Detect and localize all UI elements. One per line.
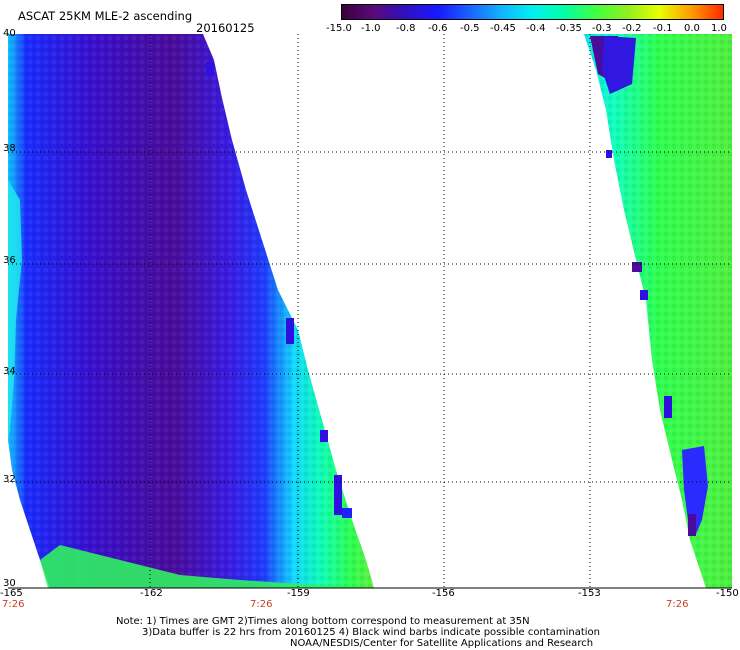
colorbar-label: -0.8 bbox=[396, 23, 416, 34]
lat-tick-label: 30 bbox=[3, 578, 16, 589]
time-label: 7:26 bbox=[666, 599, 689, 610]
colorbar-label: -15.0 bbox=[326, 23, 352, 34]
note-line-3: NOAA/NESDIS/Center for Satellite Applica… bbox=[290, 638, 594, 649]
colorbar-label: -0.4 bbox=[526, 23, 546, 34]
lat-tick-label: 32 bbox=[3, 474, 16, 485]
colorbar-label: -0.1 bbox=[653, 23, 673, 34]
lon-tick-label: -153 bbox=[578, 588, 601, 599]
colorbar-label: -0.35 bbox=[556, 23, 582, 34]
lat-tick-label: 38 bbox=[3, 143, 16, 154]
colorbar-label: -0.6 bbox=[428, 23, 448, 34]
lon-tick-label: -156 bbox=[432, 588, 455, 599]
lon-tick-label: -165 bbox=[0, 588, 23, 599]
lat-tick-label: 36 bbox=[3, 255, 16, 266]
lat-tick-label: 34 bbox=[3, 366, 16, 377]
colorbar-label: 1.0 bbox=[711, 23, 727, 34]
colorbar-label: -0.5 bbox=[460, 23, 480, 34]
colorbar-label: -0.3 bbox=[592, 23, 612, 34]
lon-tick-label: -159 bbox=[287, 588, 310, 599]
note-line-2: 3)Data buffer is 22 hrs from 20160125 4)… bbox=[142, 627, 600, 638]
lat-tick-label: 40 bbox=[3, 28, 16, 39]
colorbar-label: 0.0 bbox=[684, 23, 700, 34]
lon-tick-label: -162 bbox=[140, 588, 163, 599]
colorbar-label: -0.45 bbox=[490, 23, 516, 34]
colorbar bbox=[341, 4, 724, 20]
chart-date: 20160125 bbox=[196, 21, 255, 35]
colorbar-label: -1.0 bbox=[361, 23, 381, 34]
chart-title: ASCAT 25KM MLE-2 ascending bbox=[18, 9, 193, 23]
time-label: 7:26 bbox=[2, 599, 25, 610]
note-line-1: Note: 1) Times are GMT 2)Times along bot… bbox=[116, 616, 530, 627]
colorbar-label: -0.2 bbox=[622, 23, 642, 34]
time-label: 7:26 bbox=[250, 599, 273, 610]
lon-tick-label: -150 bbox=[716, 588, 739, 599]
